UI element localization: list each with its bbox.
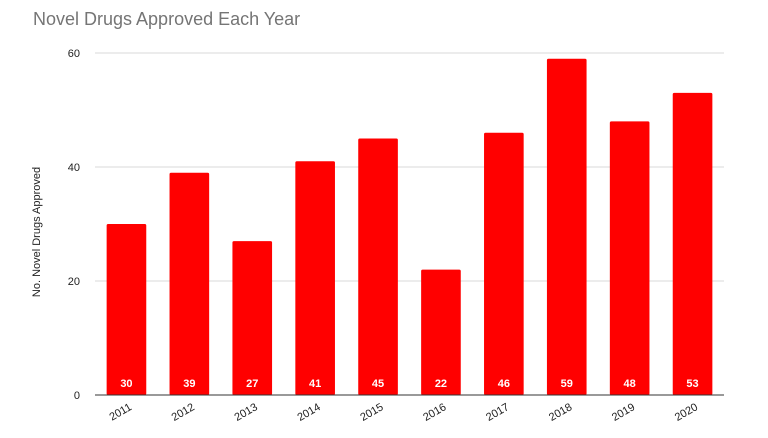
bar <box>421 269 461 395</box>
x-tick-label: 2013 <box>233 401 260 424</box>
bar-value-label: 45 <box>372 378 384 390</box>
x-tick-label: 2016 <box>421 401 448 424</box>
bar <box>295 161 335 395</box>
bar-value-label: 27 <box>246 378 258 390</box>
bars: 30 39 27 41 45 22 46 59 48 53 <box>106 58 713 396</box>
bar <box>169 172 210 395</box>
bar-value-label: 22 <box>435 378 447 390</box>
y-tick-label: 60 <box>68 48 80 60</box>
bar-value-label: 48 <box>624 378 636 390</box>
x-tick-label: 2017 <box>484 401 511 424</box>
bar <box>232 241 273 395</box>
x-tick-label: 2019 <box>610 401 637 424</box>
bar <box>546 58 587 395</box>
bar <box>106 224 147 395</box>
bar <box>609 121 650 396</box>
y-axis-title: No. Novel Drugs Approved <box>31 167 43 297</box>
bar-value-label: 30 <box>120 378 132 390</box>
x-tick-label: 2012 <box>170 401 197 424</box>
y-tick-label: 20 <box>68 276 80 288</box>
bar-value-label: 39 <box>183 378 195 390</box>
x-tick-label: 2014 <box>295 401 322 424</box>
bar <box>358 138 398 395</box>
x-tick-label: 2020 <box>673 401 700 424</box>
bar <box>672 92 713 396</box>
x-tick-label: 2018 <box>547 401 574 424</box>
bar-value-label: 46 <box>498 378 510 390</box>
bar-value-label: 59 <box>561 378 573 390</box>
bar-value-label: 53 <box>686 378 698 390</box>
bar-value-label: 41 <box>309 378 321 390</box>
chart-title: Novel Drugs Approved Each Year <box>33 9 301 29</box>
y-tick-label: 0 <box>74 390 80 402</box>
bar <box>484 132 524 396</box>
y-tick-label: 40 <box>68 162 80 174</box>
x-tick-label: 2015 <box>358 401 385 424</box>
x-tick-label: 2011 <box>107 401 133 423</box>
